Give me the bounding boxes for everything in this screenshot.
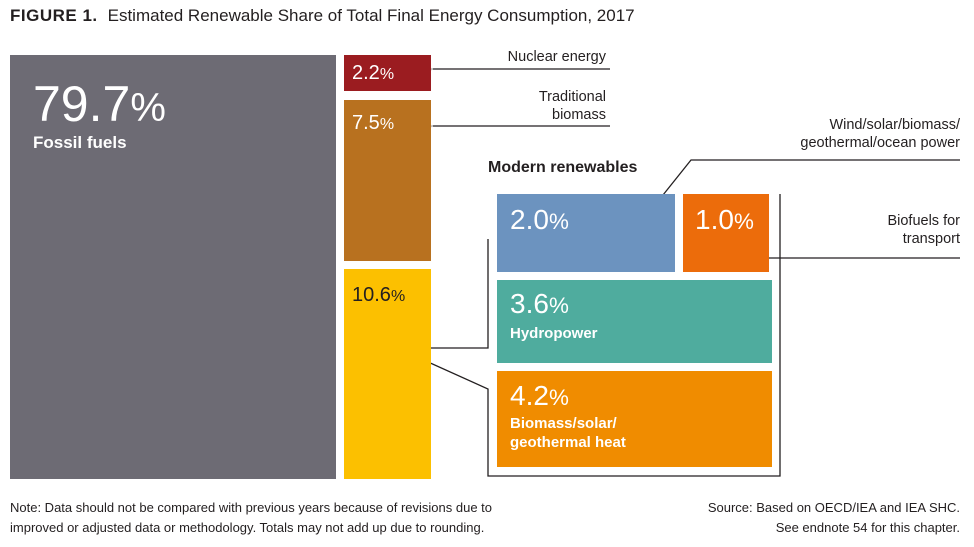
biofuels-label: Biofuels for transport xyxy=(820,212,960,248)
note-line-2: improved or adjusted data or methodology… xyxy=(10,520,485,535)
wind-solar-block: 2.0% xyxy=(497,194,675,272)
traditional-biomass-label-line-1: Traditional xyxy=(538,89,606,105)
traditional-biomass-label-line-2: biomass xyxy=(552,107,606,123)
wind-solar-label: Wind/solar/biomass/ geothermal/ocean pow… xyxy=(700,116,960,152)
biofuels-block: 1.0% xyxy=(683,194,769,272)
biomass-heat-block: 4.2% Biomass/solar/ geothermal heat xyxy=(497,371,772,467)
nuclear-block: 2.2% xyxy=(344,55,431,91)
biomass-heat-label: Biomass/solar/ geothermal heat xyxy=(510,414,772,452)
source-line-2: See endnote 54 for this chapter. xyxy=(775,520,960,535)
traditional-biomass-block: 7.5% xyxy=(344,100,431,261)
biomass-heat-label-line-2: geothermal heat xyxy=(510,434,626,451)
note-text: Note: Data should not be compared with p… xyxy=(10,498,492,538)
modern-renewables-block: 10.6% xyxy=(344,269,431,479)
wind-solar-label-line-1: Wind/solar/biomass/ xyxy=(829,117,960,133)
biofuels-label-line-1: Biofuels for xyxy=(887,213,960,229)
chart-title: FIGURE 1. Estimated Renewable Share of To… xyxy=(10,6,635,26)
fossil-fuels-value: 79.7% xyxy=(33,76,166,132)
wind-solar-label-line-2: geothermal/ocean power xyxy=(800,135,960,151)
hydropower-block: 3.6% Hydropower xyxy=(497,280,772,363)
traditional-biomass-value: 7.5% xyxy=(352,112,395,134)
fossil-fuels-label: Fossil fuels xyxy=(33,133,127,152)
note-line-1: Note: Data should not be compared with p… xyxy=(10,500,492,515)
source-line-1: Source: Based on OECD/IEA and IEA SHC. xyxy=(707,500,960,515)
biofuels-label-line-2: transport xyxy=(902,231,960,247)
modern-renewables-heading: Modern renewables xyxy=(488,159,638,176)
nuclear-value: 2.2% xyxy=(352,62,395,84)
source-text: Source: Based on OECD/IEA and IEA SHC. S… xyxy=(600,498,960,538)
biomass-heat-value: 4.2% xyxy=(510,380,569,411)
traditional-biomass-label: Traditional biomass xyxy=(470,88,606,124)
nuclear-label: Nuclear energy xyxy=(507,49,606,65)
callout-bracket xyxy=(396,194,781,477)
wind-solar-value: 2.0% xyxy=(510,204,569,235)
hydropower-label: Hydropower xyxy=(510,325,598,342)
figure-label: FIGURE 1. xyxy=(10,6,98,25)
biomass-heat-label-line-1: Biomass/solar/ xyxy=(510,415,617,432)
title-text: Estimated Renewable Share of Total Final… xyxy=(107,6,635,25)
wind-leader-line xyxy=(654,159,960,206)
biofuels-value: 1.0% xyxy=(695,204,754,235)
hydropower-value: 3.6% xyxy=(510,288,569,319)
modern-renewables-value: 10.6% xyxy=(352,284,406,306)
fossil-fuels-block: 79.7% Fossil fuels xyxy=(10,55,336,479)
